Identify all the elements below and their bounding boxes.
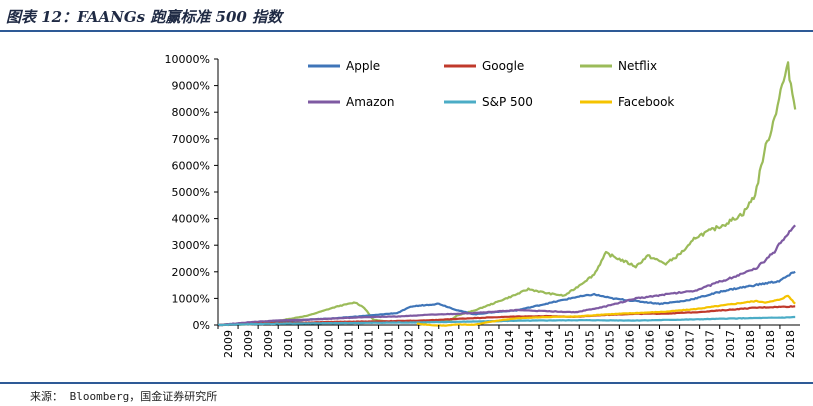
x-tick-label: 2018	[764, 330, 777, 358]
legend-label: Netflix	[618, 59, 657, 73]
y-tick-label: 2000%	[172, 266, 210, 279]
x-tick-label: 2010	[302, 330, 315, 358]
x-tick-label: 2018	[784, 330, 797, 358]
x-tick-label: 2013	[443, 330, 456, 358]
x-tick-label: 2010	[322, 330, 335, 358]
x-tick-label: 2017	[724, 330, 737, 358]
x-tick-label: 2017	[704, 330, 717, 358]
legend-label: Facebook	[618, 95, 674, 109]
series-layer	[217, 61, 797, 327]
x-axis-ticks: 2009 2009 2009 2010 2010 2010 2011 2011 2011 2012…	[217, 325, 797, 358]
x-tick-label: 2014	[503, 330, 516, 358]
y-tick-label: 7000%	[172, 133, 210, 146]
x-tick-label: 2016	[623, 330, 636, 358]
x-tick-label: 2009	[242, 330, 255, 358]
y-tick-label: 10000%	[165, 53, 210, 66]
x-tick-label: 2012	[403, 330, 416, 358]
x-tick-label: 2016	[664, 330, 677, 358]
legend-label: Amazon	[346, 95, 395, 109]
y-tick-label: 4000%	[172, 213, 210, 226]
source-note: 来源： Bloomberg，国金证券研究所	[30, 390, 218, 403]
x-tick-label: 2014	[523, 330, 536, 358]
y-tick-label: 1000%	[172, 292, 210, 305]
chart-title: 图表 12：FAANGs 跑赢标准 500 指数	[6, 8, 283, 26]
x-tick-label: 2017	[684, 330, 697, 358]
axes	[217, 59, 800, 326]
x-tick-label: 2011	[363, 330, 376, 358]
line-chart: 0% 1000% 2000% 3000% 4000% 5000% 6000% 7000% 800…	[165, 53, 800, 358]
x-tick-label: 2009	[222, 330, 235, 358]
y-tick-label: 3000%	[172, 239, 210, 252]
x-tick-label: 2013	[483, 330, 496, 358]
x-tick-label: 2011	[383, 330, 396, 358]
legend-label: Apple	[346, 59, 380, 73]
x-tick-label: 2011	[342, 330, 355, 358]
y-tick-label: 0%	[193, 319, 210, 332]
series-line-amazon	[217, 224, 796, 327]
x-tick-label: 2010	[282, 330, 295, 358]
legend-label: S&P 500	[482, 95, 533, 109]
title-divider	[0, 30, 813, 32]
y-tick-label: 5000%	[172, 186, 210, 199]
x-tick-label: 2015	[583, 330, 596, 358]
y-tick-label: 8000%	[172, 106, 210, 119]
series-line-facebook	[416, 294, 796, 327]
series-line-netflix	[218, 61, 797, 327]
x-tick-label: 2015	[603, 330, 616, 358]
x-tick-label: 2018	[744, 330, 757, 358]
y-axis-ticks: 0% 1000% 2000% 3000% 4000% 5000% 6000% 7000% 800…	[165, 53, 218, 332]
footer-divider	[0, 382, 813, 384]
legend: Apple Google Netflix Amazon S&P 500 Facebook	[308, 59, 674, 109]
y-tick-label: 9000%	[172, 80, 210, 93]
x-tick-label: 2009	[262, 330, 275, 358]
series-line-s-p-500	[217, 315, 796, 327]
x-tick-label: 2013	[463, 330, 476, 358]
x-tick-label: 2014	[543, 330, 556, 358]
x-tick-label: 2012	[423, 330, 436, 358]
legend-label: Google	[482, 59, 524, 73]
x-tick-label: 2015	[563, 330, 576, 358]
x-tick-label: 2016	[643, 330, 656, 358]
y-tick-label: 6000%	[172, 159, 210, 172]
